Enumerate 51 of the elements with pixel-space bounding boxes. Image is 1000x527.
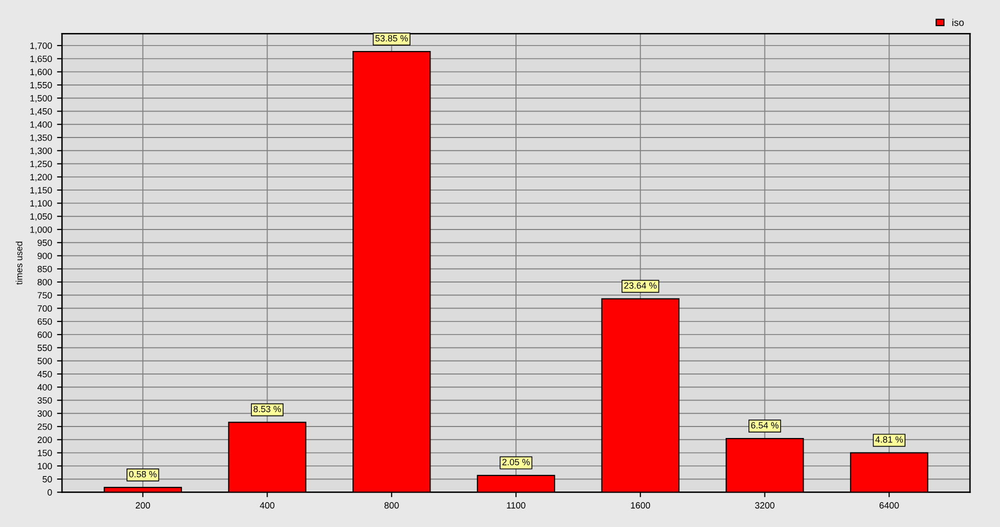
x-tick-label: 200 — [136, 502, 150, 509]
y-tick-label: 350 — [38, 397, 52, 404]
y-tick-label: 1,400 — [30, 121, 52, 129]
y-tick-label: 850 — [38, 266, 52, 272]
y-tick-label: 200 — [38, 436, 52, 444]
y-tick-label: 750 — [38, 292, 52, 299]
x-tick-label: 800 — [384, 502, 399, 509]
annotation: 4.81 % — [875, 436, 903, 443]
y-tick-label: 1,050 — [30, 213, 52, 221]
y-tick-label: 650 — [38, 318, 52, 325]
y-tick-label: 700 — [38, 305, 52, 312]
y-tick-label: 1,450 — [30, 108, 52, 116]
y-tick-label: 1,200 — [30, 174, 52, 182]
y-tick-label: 450 — [37, 370, 52, 378]
y-tick-label: 1,350 — [30, 134, 52, 142]
annotation: 6.54 % — [751, 422, 778, 428]
x-tick-label: 400 — [260, 502, 274, 509]
annotation: 53.85 % — [375, 35, 408, 42]
y-tick-label: 500 — [38, 358, 52, 364]
y-tick-label: 150 — [38, 450, 52, 456]
y-tick-label: 300 — [38, 410, 52, 417]
x-tick-label: 1600 — [631, 502, 650, 509]
x-tick-label: 3200 — [755, 502, 774, 509]
y-tick-label: 1,300 — [30, 148, 52, 156]
y-tick-label: 250 — [38, 424, 52, 430]
annotation: 0.58 % — [129, 470, 157, 478]
y-tick-label: 950 — [38, 240, 52, 246]
y-tick-label: 1,250 — [30, 160, 52, 168]
y-tick-label: 600 — [38, 332, 52, 338]
x-tick-label: 1100 — [506, 502, 526, 509]
y-tick-label: 50 — [42, 476, 52, 482]
y-tick-label: 1,500 — [30, 95, 52, 103]
y-tick-label: 1,650 — [30, 56, 52, 64]
y-tick-label: 800 — [38, 278, 52, 286]
annotation: 23.64 % — [624, 282, 657, 289]
y-tick-label: 400 — [37, 384, 52, 390]
annotation: 2.05 % — [502, 458, 530, 466]
y-tick-label: 1,550 — [30, 82, 52, 90]
y-tick-label: 900 — [38, 252, 52, 260]
y-tick-label: 550 — [38, 344, 52, 352]
annotation: 8.53 % — [254, 406, 281, 412]
y-tick-label: 1,000 — [30, 226, 52, 234]
y-tick-label: 0 — [48, 489, 52, 496]
y-tick-label: 1,150 — [30, 187, 52, 194]
y-tick-label: 1,700 — [30, 42, 52, 50]
y-tick-label: 1,100 — [30, 200, 52, 208]
legend-label: iso — [952, 18, 964, 26]
x-tick-label: 6400 — [880, 502, 899, 509]
y-tick-label: 100 — [38, 462, 52, 470]
y-tick-label: 1,600 — [30, 68, 52, 76]
y-axis-title: times used — [16, 242, 22, 285]
